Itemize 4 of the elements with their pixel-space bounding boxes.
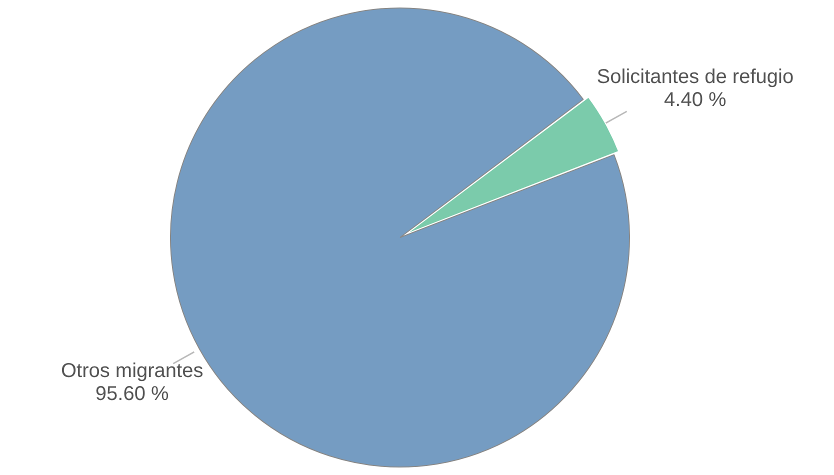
- slice-label: Solicitantes de refugio: [596, 66, 794, 88]
- data-label: 95.60 %: [95, 383, 169, 406]
- data-label: 4.40 %: [664, 88, 727, 111]
- slice-label: Otros migrantes: [60, 360, 204, 382]
